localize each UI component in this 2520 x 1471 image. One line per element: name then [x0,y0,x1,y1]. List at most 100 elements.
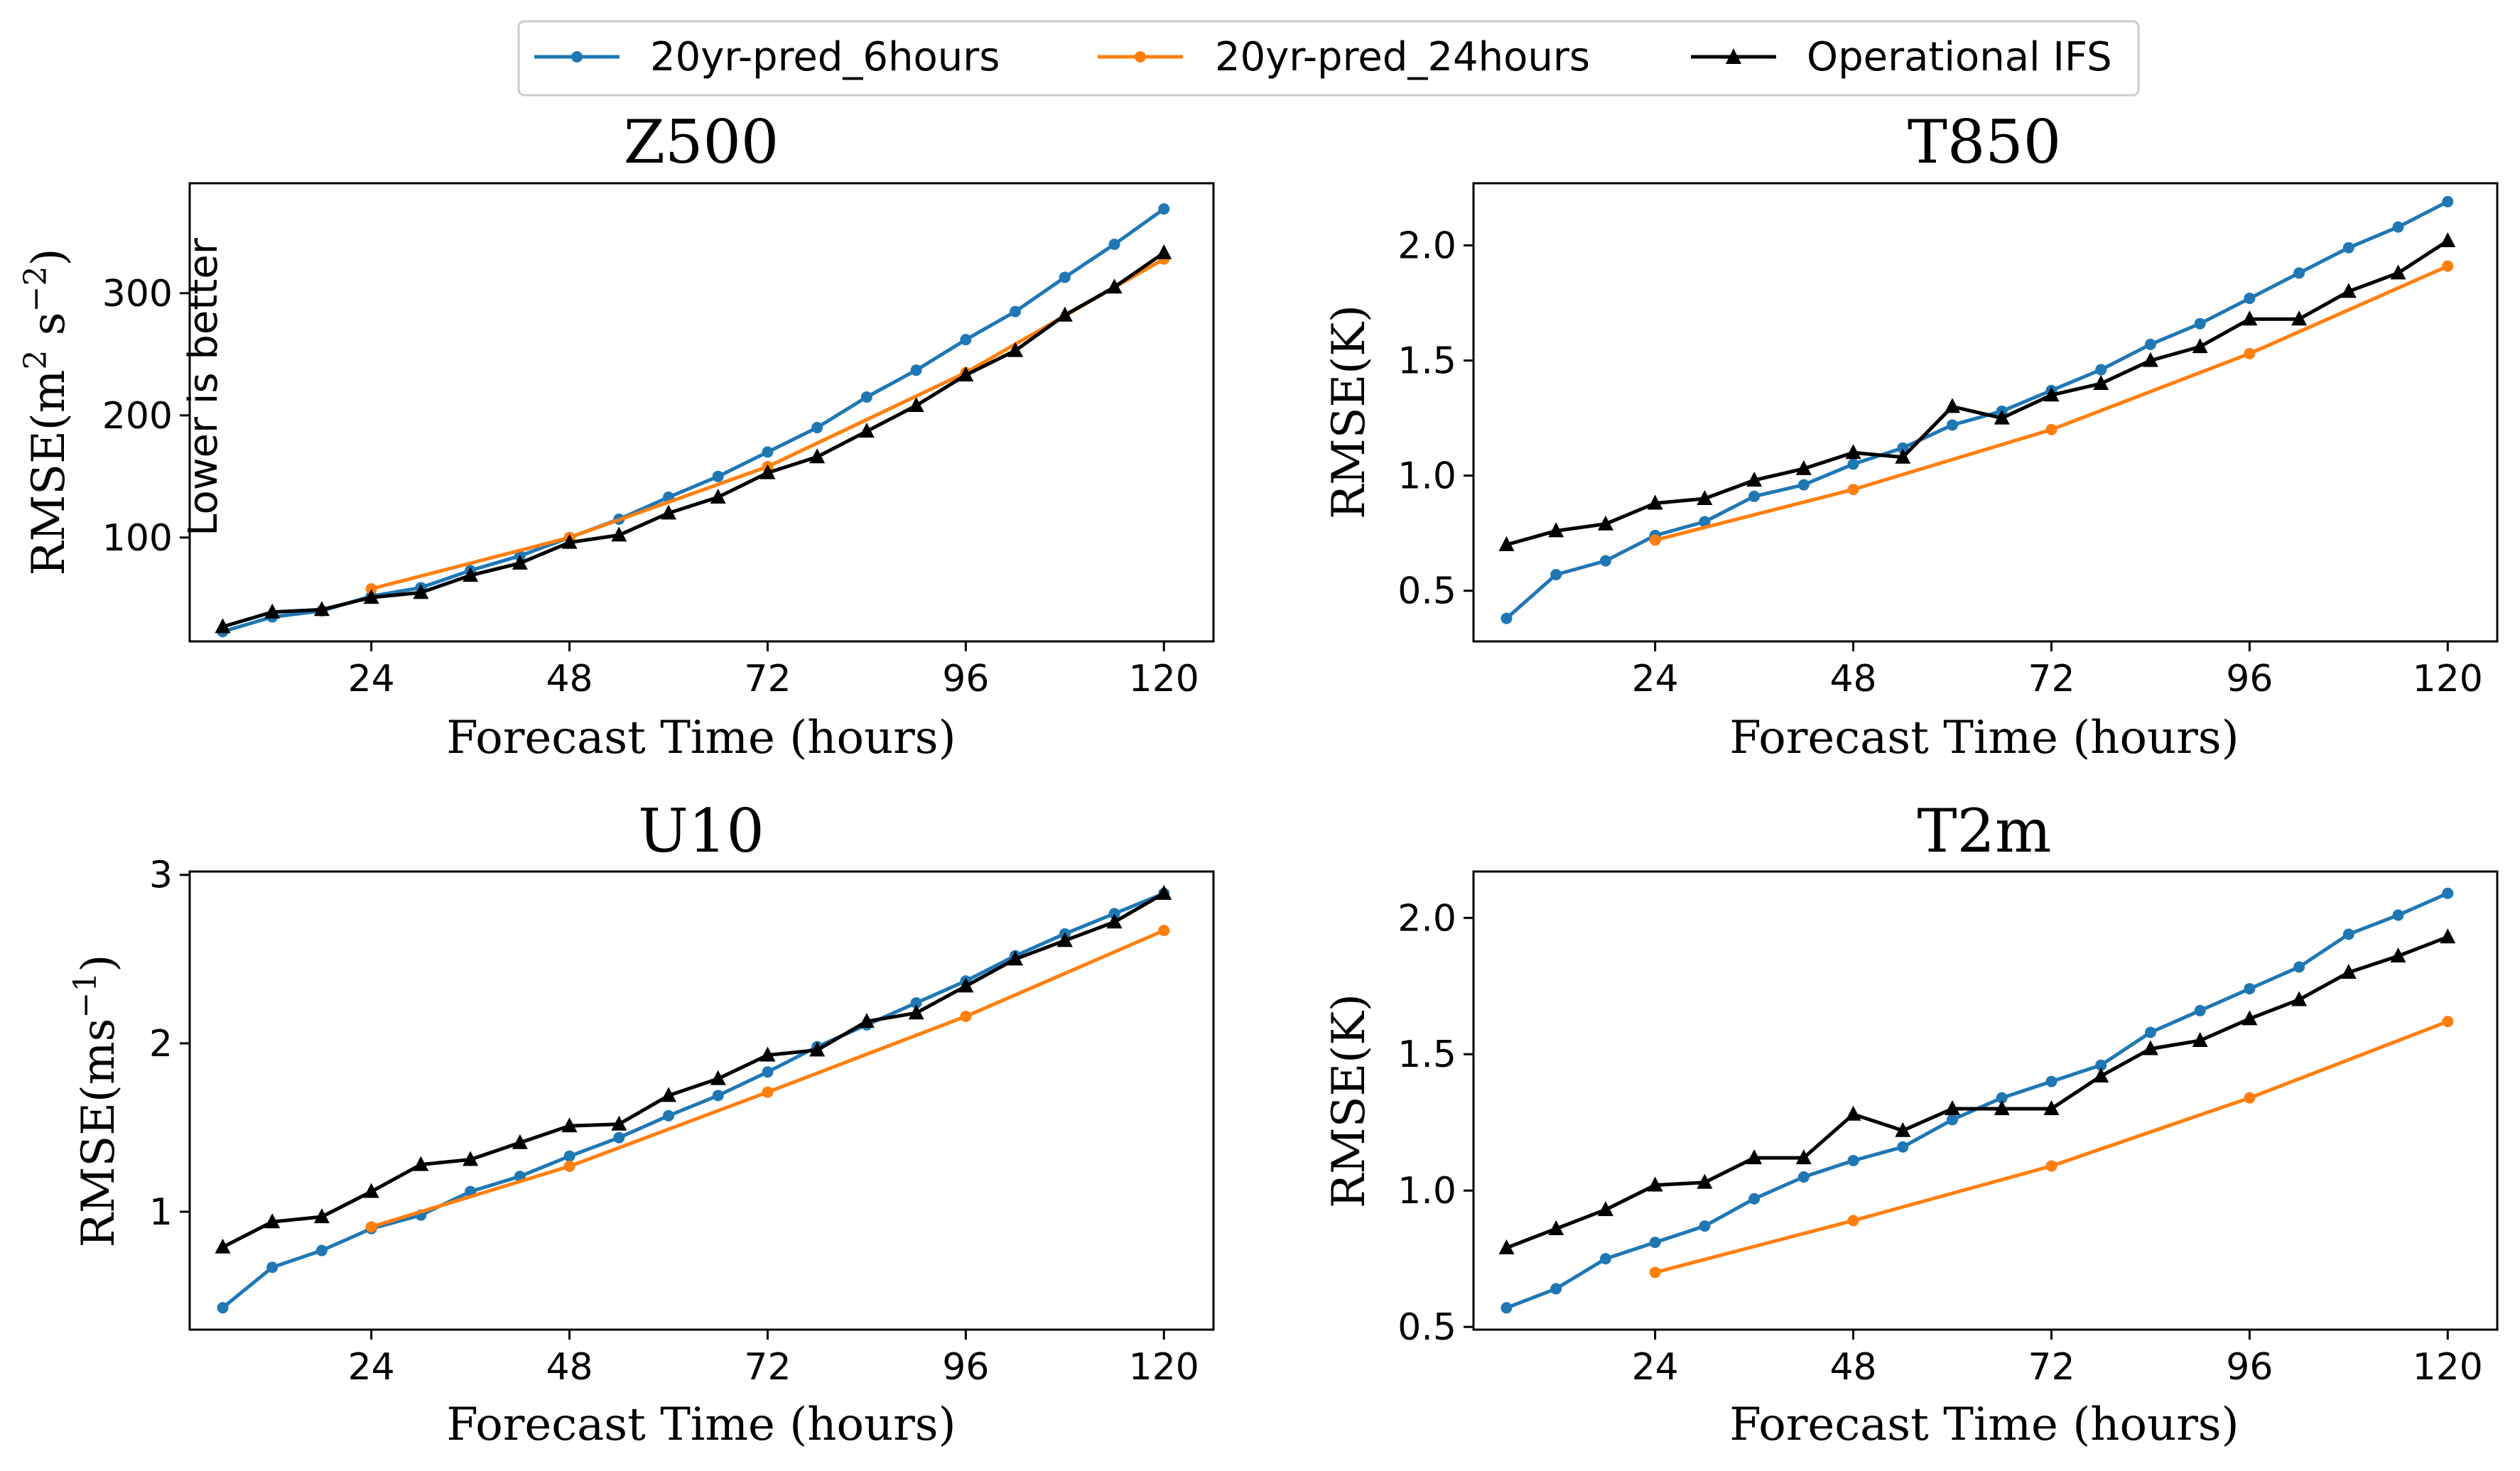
data-point [2095,364,2107,376]
data-point [2192,338,2208,354]
axes-frame [1472,870,2499,1331]
data-point [1649,1266,1661,1279]
data-point [1056,932,1073,948]
data-point [1599,555,1611,567]
data-point [313,1208,330,1224]
y-tick-label: 2.0 [1397,225,1456,268]
data-point [1847,1215,1859,1227]
x-tick-label: 96 [942,1346,989,1389]
series-Operational IFS [215,884,1172,1254]
data-point [860,391,872,403]
data-point [2390,948,2406,963]
data-point [2392,221,2404,233]
data-point [661,1087,677,1102]
plot-area [1498,887,2456,1314]
data-point [1947,419,1959,431]
data-point [1156,884,1172,900]
data-point [611,526,627,542]
data-point [2442,1016,2454,1028]
legend-marker-1 [1135,51,1146,63]
data-point [759,1046,776,1062]
legend-marker-2 [1726,48,1741,64]
plot-area [1498,195,2456,624]
series-20yr-pred_24hours [1649,260,2454,546]
panel-t850: T850 Forecast Time (hours) RMSE(K) 24 48 7… [1323,107,2499,764]
x-axis-label: Forecast Time (hours) [446,1399,956,1451]
data-point [858,1013,875,1028]
data-point [1647,494,1663,510]
series-line [222,251,1165,629]
series-line [1505,200,2449,620]
data-point [264,603,281,619]
data-point [2194,1004,2206,1016]
data-point [1156,244,1172,260]
data-point [2244,347,2256,359]
data-point [1699,1220,1711,1232]
data-point [1500,612,1513,624]
data-point [1699,516,1711,528]
data-point [1500,1302,1513,1314]
data-point [1498,536,1515,551]
axes-frame [1472,182,2499,643]
data-point [1597,515,1613,531]
y-tick-label: 2.0 [1397,897,1456,940]
data-point [264,1213,281,1229]
legend-label-2: Operational IFS [1807,34,2112,80]
data-point [1158,924,1170,936]
y-label-sup-1: 2 [18,350,54,370]
x-axis-label: Forecast Time (hours) [446,712,956,764]
data-point [1996,1092,2008,1104]
data-point [563,1160,575,1172]
data-point [958,977,974,993]
series-20yr-pred_6hours [1500,195,2454,624]
data-point [1106,913,1123,929]
data-point [1845,1105,1861,1121]
legend-entry-2: Operational IFS [1691,34,2112,80]
data-point [2293,267,2305,279]
data-point [266,1261,279,1274]
data-point [910,997,922,1009]
data-point [2442,195,2454,207]
data-point [908,397,924,413]
x-tick-label: 120 [2413,1346,2483,1389]
data-point [2442,260,2454,272]
y-tick-label: 100 [102,517,173,560]
data-point [2244,293,2256,305]
y-tick-label: 0.5 [1397,1306,1456,1349]
data-point [611,1115,627,1131]
data-point [1697,1173,1713,1189]
data-point [1895,448,1911,464]
data-point [2194,317,2206,330]
legend-label-1: 20yr-pred_24hours [1215,34,1590,80]
x-tick-label: 72 [744,658,791,700]
data-point [2241,310,2258,326]
data-point [1797,479,1810,491]
panel-title: T2m [1917,796,2051,866]
x-tick-label: 72 [2028,1346,2075,1389]
data-point [463,1151,479,1166]
data-point [1106,278,1123,294]
data-point [2440,232,2456,248]
y-tick-label: 200 [102,395,173,438]
panel-title: U10 [638,796,764,866]
data-point [960,334,972,346]
data-point [1947,1114,1959,1126]
y-label-main: RMSE(m [23,370,75,576]
legend: 20yr-pred_6hours 20yr-pred_24hours Opera… [517,20,2140,97]
data-point [2340,283,2357,298]
data-point [1945,1100,1961,1116]
data-point [363,589,379,604]
y-tick-label: 2 [149,1023,173,1065]
data-point [215,618,231,634]
data-point [809,448,826,464]
data-point [1059,271,1071,283]
data-point [1895,1122,1911,1137]
data-point [2043,1100,2060,1116]
y-tick-label: 1.5 [1397,1033,1456,1076]
data-point [2390,264,2406,280]
data-point [710,1070,726,1085]
data-point [1108,239,1120,250]
x-tick-label: 120 [1129,658,1199,700]
data-point [1897,1141,1909,1153]
